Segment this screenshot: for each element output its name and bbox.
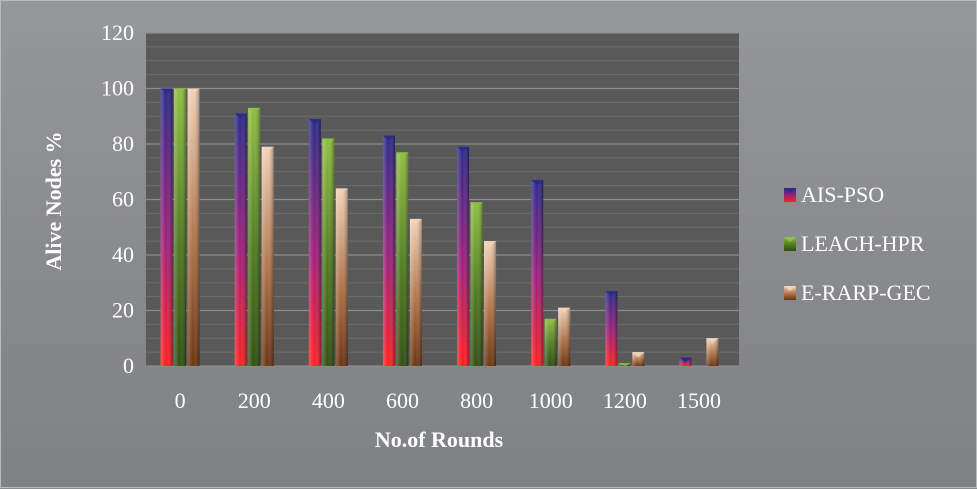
x-tick-label: 1200 — [603, 388, 647, 413]
x-tick-label: 1000 — [529, 388, 573, 413]
y-tick-label: 120 — [101, 20, 134, 45]
bar-shade — [531, 180, 544, 366]
y-axis-title: Alive Nodes % — [41, 131, 66, 270]
legend-label: E-RARP-GEC — [801, 280, 931, 305]
y-tick-label: 60 — [112, 187, 134, 212]
x-tick-label: 600 — [386, 388, 419, 413]
bar-shade — [409, 218, 422, 366]
bar-cap — [174, 88, 187, 94]
bar-cap — [706, 338, 719, 344]
bar-cap — [409, 218, 422, 224]
bar-cap — [618, 363, 631, 366]
bar-cap — [187, 88, 200, 94]
bar-shade — [234, 113, 247, 366]
bar-cap — [396, 152, 409, 158]
bar-shade — [558, 307, 571, 366]
y-tick-label: 20 — [112, 298, 134, 323]
bar-cap — [470, 202, 483, 208]
bar-shade — [396, 152, 409, 366]
bar-shade — [382, 135, 395, 366]
bar-cap — [605, 291, 618, 297]
legend-label: AIS-PSO — [801, 182, 884, 207]
bar-shade — [470, 202, 483, 366]
legend-swatch — [784, 286, 796, 300]
bar-cap — [322, 138, 335, 144]
x-axis-title: No.of Rounds — [375, 427, 504, 452]
bar-shade — [174, 88, 187, 366]
y-tick-label: 100 — [101, 76, 134, 101]
x-tick-label: 1500 — [677, 388, 721, 413]
legend-swatch-cap — [784, 286, 796, 291]
x-axis-ticks: 0 200 400 600 800 1000 1200 1500 — [175, 388, 721, 413]
bar-cap — [544, 318, 557, 324]
bar-cap — [679, 357, 692, 363]
bar-shade — [632, 352, 645, 366]
legend-swatch — [784, 188, 796, 202]
bar-cap — [382, 135, 395, 141]
bar-cap — [531, 180, 544, 186]
bar-shade — [248, 107, 261, 367]
y-tick-label: 80 — [112, 131, 134, 156]
x-tick-label: 800 — [460, 388, 493, 413]
bar-shade — [335, 188, 348, 366]
bar-cap — [308, 119, 321, 125]
legend-swatch — [784, 237, 796, 251]
bars — [160, 88, 719, 367]
bar-shade — [308, 119, 321, 367]
bar-cap — [234, 113, 247, 119]
bar-shade — [187, 88, 200, 366]
legend-label: LEACH-HPR — [801, 231, 925, 256]
x-tick-label: 400 — [312, 388, 345, 413]
bar-cap — [335, 188, 348, 194]
bar-shade — [160, 88, 173, 366]
y-tick-label: 40 — [112, 242, 134, 267]
bar-shade — [605, 291, 618, 366]
bar-cap — [558, 307, 571, 313]
legend: AIS-PSO LEACH-HPR E-RARP-GEC — [784, 182, 931, 305]
legend-swatch-cap — [784, 188, 796, 193]
bar-cap — [248, 107, 261, 113]
bar-cap — [261, 146, 274, 152]
bar-cap — [484, 241, 497, 247]
bar-shade — [706, 338, 719, 366]
x-tick-label: 200 — [238, 388, 271, 413]
x-tick-label: 0 — [175, 388, 186, 413]
bar-shade — [457, 146, 470, 366]
bar-cap — [160, 88, 173, 94]
legend-swatch-cap — [784, 237, 796, 242]
bar-cap — [632, 352, 645, 358]
y-tick-label: 0 — [123, 353, 134, 378]
bar-shade — [484, 241, 497, 366]
bar-shade — [322, 138, 335, 366]
bar-shade — [544, 318, 557, 366]
y-axis-ticks: 0 20 40 60 80 100 120 — [101, 20, 134, 378]
bar-shade — [261, 146, 274, 366]
bar-cap — [457, 146, 470, 152]
